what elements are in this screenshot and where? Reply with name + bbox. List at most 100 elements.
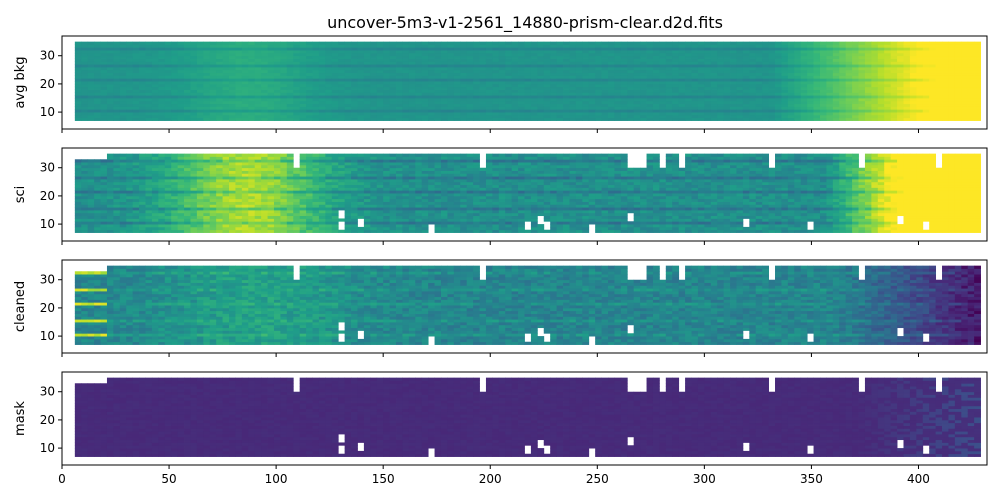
heatmap-cell [723,58,731,62]
heatmap-cell [929,52,937,57]
heatmap-cell [280,69,288,74]
heatmap-cell [627,69,635,74]
heatmap-cell [94,167,101,171]
heatmap-cell [530,100,538,105]
heatmap-cell [967,69,975,74]
heatmap-cell [196,55,204,59]
heatmap-cell [119,86,127,90]
heatmap-cell [363,55,371,59]
heatmap-cell [139,89,146,93]
heatmap-cell [267,190,275,194]
heatmap-cell [222,201,230,205]
heatmap-cell [357,103,365,107]
heatmap-cell [473,92,480,96]
heatmap-cell [530,112,538,116]
heatmap-cell [261,164,268,169]
heatmap-cell [710,95,718,99]
heatmap-cell [363,92,371,96]
heatmap-cell [897,86,904,90]
heatmap-cell [440,75,448,79]
heatmap-cell [74,212,82,217]
heatmap-cell [582,50,590,54]
heatmap-cell [299,156,307,160]
heatmap-cell [543,112,551,116]
heatmap-cell [704,81,712,85]
heatmap-cell [344,64,352,68]
heatmap-cell [254,78,262,82]
heatmap-cell [338,89,346,93]
heatmap-cell [864,72,872,76]
heatmap-cell [376,75,384,79]
heatmap-cell [235,201,243,205]
heatmap-cell [511,50,519,54]
heatmap-cell [485,67,493,71]
heatmap-cell [267,109,275,113]
heatmap-cell [248,64,256,68]
heatmap-cell [318,92,326,96]
heatmap-cell [582,58,590,62]
heatmap-cell [331,106,339,110]
heatmap-cell [717,86,725,90]
heatmap-cell [672,69,680,74]
heatmap-cell [94,103,101,107]
heatmap-cell [890,92,898,96]
heatmap-cell [286,204,294,208]
heatmap-cell [318,89,326,93]
heatmap-cell [396,50,403,54]
heatmap-cell [145,72,153,76]
heatmap-cell [556,61,564,65]
heatmap-cell [100,44,108,48]
heatmap-cell [775,109,782,113]
heatmap-cell [582,109,590,113]
heatmap-cell [158,100,166,105]
heatmap-cell [119,67,127,71]
heatmap-cell [216,201,223,205]
heatmap-cell [781,55,789,59]
heatmap-cell [550,86,558,90]
heatmap-cell [209,61,217,65]
heatmap-cell [742,117,750,121]
heatmap-cell [575,98,583,102]
heatmap-cell [267,41,275,45]
heatmap-cell [151,218,159,222]
heatmap-cell [94,173,101,177]
heatmap-cell [312,47,320,51]
heatmap-cell [453,72,461,76]
heatmap-cell [929,72,937,76]
heatmap-cell [897,58,904,62]
heatmap-cell [614,117,622,121]
heatmap-cell [408,78,416,82]
heatmap-cell [511,64,519,68]
heatmap-cell [209,78,217,82]
heatmap-cell [935,95,943,99]
heatmap-cell [357,109,365,113]
heatmap-cell [74,187,82,191]
heatmap-cell [216,207,223,211]
heatmap-cell [768,117,776,121]
heatmap-cell [608,103,615,107]
heatmap-cell [196,86,204,90]
heatmap-cell [171,207,179,211]
heatmap-cell [203,176,211,180]
heatmap-cell [781,95,789,99]
heatmap-cell [190,78,198,82]
heatmap-cell [113,103,121,107]
heatmap-cell [132,207,140,211]
heatmap-cell [620,95,628,99]
heatmap-cell [723,92,731,96]
heatmap-cell [434,83,442,88]
heatmap-cell [100,83,108,88]
heatmap-cell [100,176,108,180]
heatmap-cell [524,61,532,65]
heatmap-cell [845,109,853,113]
heatmap-cell [710,100,718,105]
heatmap-cell [408,72,416,76]
heatmap-cell [961,83,969,88]
heatmap-cell [209,173,217,177]
heatmap-cell [415,81,423,85]
heatmap-cell [710,117,718,121]
heatmap-cell [839,61,847,65]
heatmap-cell [132,159,140,163]
heatmap-cell [126,226,134,231]
heatmap-cell [588,86,596,90]
